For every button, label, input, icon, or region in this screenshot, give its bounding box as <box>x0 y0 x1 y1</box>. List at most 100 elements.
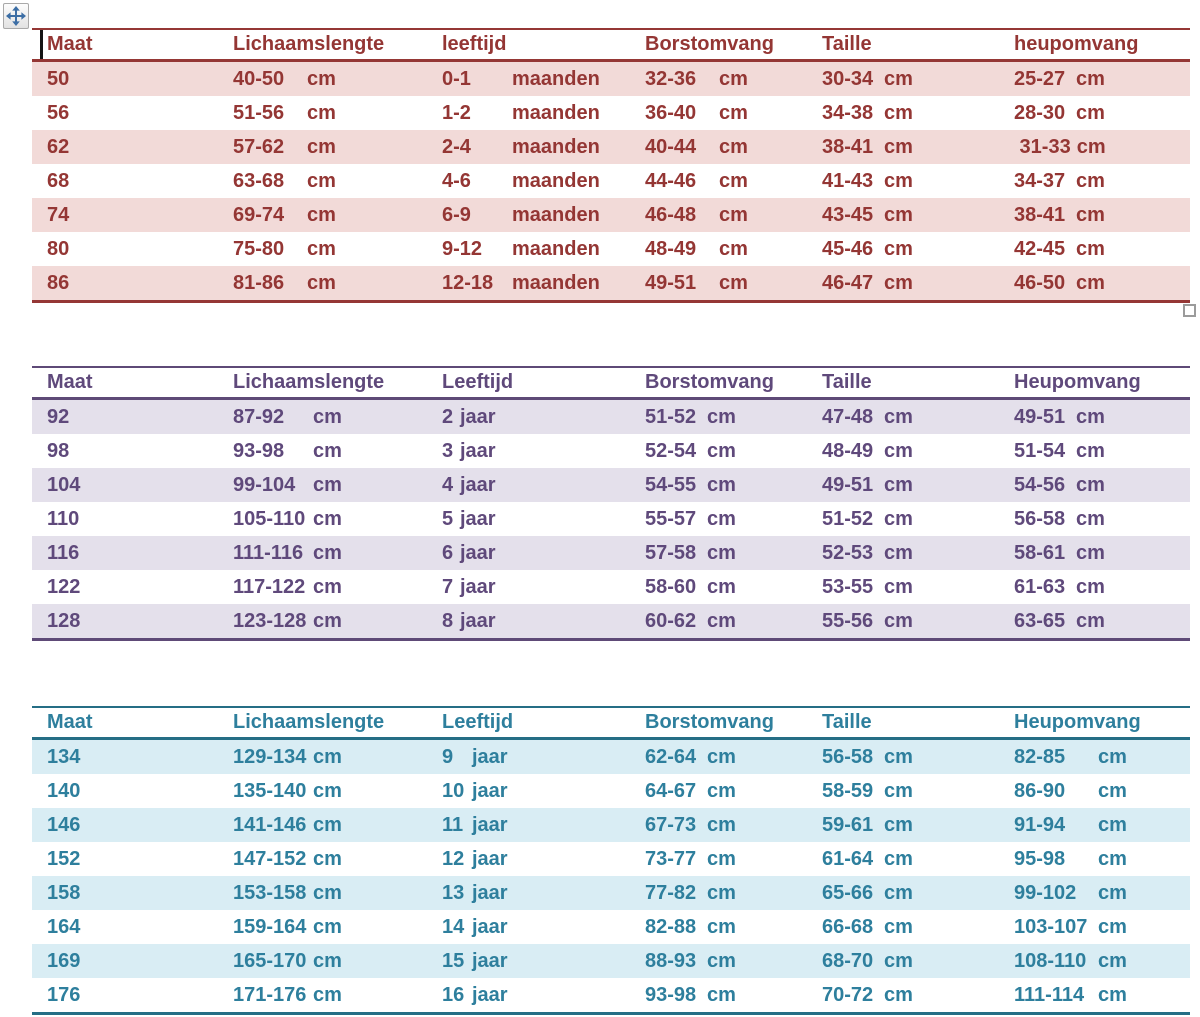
cell-lichaamslengte: 57-62 cm <box>233 130 442 164</box>
table-row: 104 99-104 cm 4 jaar 54-55 cm 49-51 cm 54-56 cm <box>32 468 1190 502</box>
value-range: 73-77 <box>645 848 697 870</box>
value-unit: cm <box>884 950 913 972</box>
table-row: 50 40-50 cm 0-1 maanden 32-36 cm 30-34 cm 25-27 cm <box>32 60 1190 97</box>
value-unit: cm <box>1076 440 1105 462</box>
header-row: Maat Lichaamslengte Leeftijd Borstomvang Tai… <box>32 707 1190 740</box>
value-range: 44-46 <box>645 170 697 192</box>
table-row: 164 159-164 cm 14 jaar 82-88 cm 66-68 cm 103-107 c… <box>32 910 1190 944</box>
cell-borstomvang: 46-48 cm <box>645 198 822 232</box>
cell-lichaamslengte: 87-92 cm <box>233 399 442 435</box>
value-unit: cm <box>1098 882 1127 904</box>
value-range: 153-158 <box>233 882 307 904</box>
value-range: 82-85 <box>1014 746 1066 768</box>
table-resize-handle[interactable] <box>1183 304 1196 317</box>
cell-heupomvang: 46-50 cm <box>1014 266 1190 302</box>
table-move-handle[interactable] <box>3 3 29 29</box>
cell-heupomvang: 99-102 cm <box>1014 876 1190 910</box>
cell-borstomvang: 64-67 cm <box>645 774 822 808</box>
cell-taille: 30-34 cm <box>822 61 1014 97</box>
cell-taille: 53-55 cm <box>822 570 1014 604</box>
value-range: 63-68 <box>233 170 285 192</box>
value-unit: cm <box>884 170 913 192</box>
value-unit: cm <box>307 170 336 192</box>
value-unit: cm <box>707 474 736 496</box>
value-range: 58-60 <box>645 576 697 598</box>
table-row: 169 165-170 cm 15 jaar 88-93 cm 68-70 cm 108-110 c… <box>32 944 1190 978</box>
value-unit: cm <box>884 542 913 564</box>
cell-taille: 49-51 cm <box>822 468 1014 502</box>
cell-heupomvang: 49-51 cm <box>1014 399 1190 435</box>
value-unit: cm <box>707 950 736 972</box>
value-unit: maanden <box>512 136 600 158</box>
cell-taille: 68-70 cm <box>822 944 1014 978</box>
value-range: 8 <box>442 610 454 632</box>
value-unit: cm <box>313 848 342 870</box>
cell-taille: 41-43 cm <box>822 164 1014 198</box>
cell-lichaamslengte: 81-86 cm <box>233 266 442 302</box>
value-unit: cm <box>313 780 342 802</box>
cell-leeftijd: 13 jaar <box>442 876 645 910</box>
value-unit: jaar <box>460 610 496 632</box>
cell-taille: 55-56 cm <box>822 604 1014 640</box>
value-unit: cm <box>307 68 336 90</box>
value-range: 30-34 <box>822 68 874 90</box>
value-range: 34-37 <box>1014 170 1066 192</box>
value-unit: cm <box>313 406 342 428</box>
column-header-heupomvang: Heupomvang <box>1014 707 1190 740</box>
cell-taille: 52-53 cm <box>822 536 1014 570</box>
table-row: 56 51-56 cm 1-2 maanden 36-40 cm 34-38 cm 28-30 cm <box>32 96 1190 130</box>
value-range: 6 <box>442 542 454 564</box>
value-unit: cm <box>1076 68 1105 90</box>
cell-leeftijd: 10 jaar <box>442 774 645 808</box>
size-table-kids: Maat Lichaamslengte Leeftijd Borstomvang Tai… <box>32 706 1190 1015</box>
value-range: 49-51 <box>822 474 874 496</box>
cell-heupomvang: 28-30 cm <box>1014 96 1190 130</box>
value-unit: cm <box>1076 542 1105 564</box>
cell-borstomvang: 51-52 cm <box>645 399 822 435</box>
value-unit: cm <box>313 882 342 904</box>
cell-taille: 48-49 cm <box>822 434 1014 468</box>
value-range: 69-74 <box>233 204 285 226</box>
table-row: 116 111-116 cm 6 jaar 57-58 cm 52-53 cm 58-61 cm <box>32 536 1190 570</box>
value-unit: cm <box>707 610 736 632</box>
value-unit: cm <box>719 102 748 124</box>
value-unit: cm <box>884 474 913 496</box>
cell-leeftijd: 9-12 maanden <box>442 232 645 266</box>
value-range: 64-67 <box>645 780 697 802</box>
value-range: 82-88 <box>645 916 697 938</box>
cell-lichaamslengte: 105-110 cm <box>233 502 442 536</box>
cell-borstomvang: 55-57 cm <box>645 502 822 536</box>
value-range: 88-93 <box>645 950 697 972</box>
cell-taille: 65-66 cm <box>822 876 1014 910</box>
cell-taille: 59-61 cm <box>822 808 1014 842</box>
value-range: 9-12 <box>442 238 483 260</box>
cell-borstomvang: 77-82 cm <box>645 876 822 910</box>
cell-heupomvang: 95-98 cm <box>1014 842 1190 876</box>
column-header-taille: Taille <box>822 29 1014 62</box>
value-unit: cm <box>313 542 342 564</box>
value-range: 117-122 <box>233 576 306 598</box>
value-range: 147-152 <box>233 848 307 870</box>
value-range: 41-43 <box>822 170 874 192</box>
value-unit: cm <box>884 984 913 1006</box>
value-unit: cm <box>313 508 342 530</box>
value-range: 46-48 <box>645 204 697 226</box>
cell-heupomvang: 111-114 cm <box>1014 978 1190 1014</box>
value-unit: cm <box>1076 406 1105 428</box>
cell-lichaamslengte: 171-176 cm <box>233 978 442 1014</box>
cell-maat: 152 <box>47 848 81 870</box>
value-range: 165-170 <box>233 950 307 972</box>
cell-maat: 92 <box>47 406 70 428</box>
value-unit: cm <box>884 102 913 124</box>
cell-heupomvang: 58-61 cm <box>1014 536 1190 570</box>
value-unit: cm <box>884 136 913 158</box>
cell-leeftijd: 8 jaar <box>442 604 645 640</box>
column-header-borstomvang: Borstomvang <box>645 707 822 740</box>
cell-lichaamslengte: 135-140 cm <box>233 774 442 808</box>
value-unit: cm <box>313 984 342 1006</box>
table-row: 92 87-92 cm 2 jaar 51-52 cm 47-48 cm 49-51 cm <box>32 398 1190 435</box>
value-range: 16 <box>442 984 465 1006</box>
value-range: 108-110 <box>1014 950 1087 972</box>
value-range: 63-65 <box>1014 610 1066 632</box>
column-header-taille: Taille <box>822 367 1014 400</box>
